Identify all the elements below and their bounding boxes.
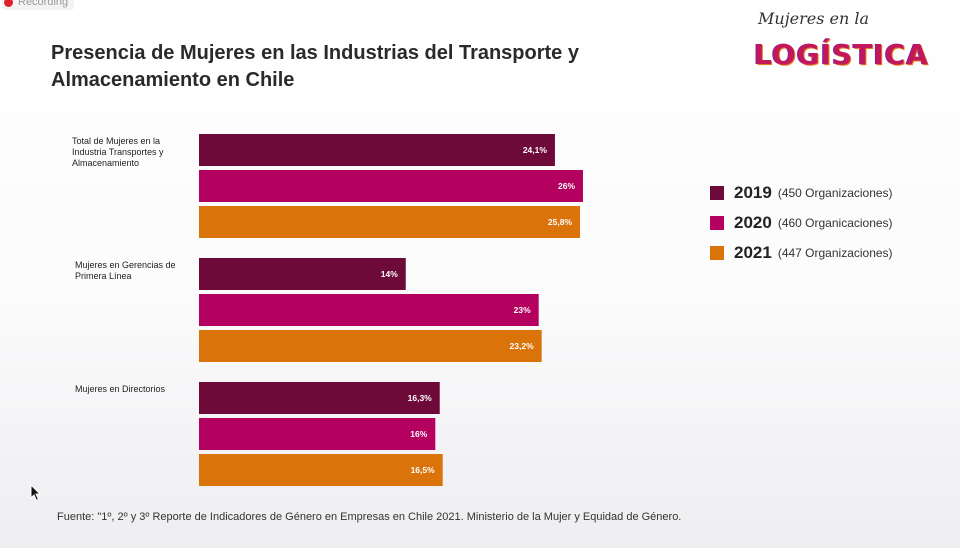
mouse-cursor-icon	[30, 484, 42, 502]
category-label: Mujeres en Gerencias de Primera Línea	[75, 260, 176, 281]
bar-2019	[199, 382, 440, 414]
bar-value-label: 23,2%	[510, 341, 535, 351]
bar-2020	[199, 170, 583, 202]
recording-label: Recording	[18, 0, 69, 8]
legend-note: (450 Organizaciones)	[777, 186, 893, 200]
category-label: Total de Mujeres en la Industria Transpor…	[72, 136, 164, 168]
legend-swatch	[710, 216, 724, 230]
legend-swatch	[710, 186, 724, 200]
bar-value-label: 26%	[558, 181, 575, 191]
bar-value-label: 16%	[410, 429, 427, 439]
bar-value-label: 14%	[381, 269, 398, 279]
legend-item-2020: 2020 (460 Organicaciones)	[710, 208, 893, 238]
legend-swatch	[710, 246, 724, 260]
logo: Mujeres en la LOGÍSTICA	[752, 6, 928, 76]
bar-2019	[199, 258, 406, 290]
legend-item-2021: 2021 (447 Organizaciones)	[710, 238, 893, 268]
legend-year: 2021	[734, 243, 772, 262]
bar-2021	[199, 454, 443, 486]
bar-2021	[199, 330, 542, 362]
bar-2020	[199, 294, 539, 326]
chart-title: Presencia de Mujeres en las Industrias d…	[51, 42, 579, 91]
legend-note: (447 Organizaciones)	[777, 246, 893, 260]
bar-2019	[199, 134, 555, 166]
category-label: Mujeres en Directorios	[75, 384, 166, 394]
bar-value-label: 16,5%	[411, 465, 436, 475]
bar-value-label: 23%	[514, 305, 531, 315]
legend-note: (460 Organicaciones)	[777, 216, 893, 230]
bar-value-label: 24,1%	[523, 145, 548, 155]
legend-item-2019: 2019 (450 Organizaciones)	[710, 178, 893, 208]
legend-year: 2020	[734, 213, 772, 232]
legend-year: 2019	[734, 183, 772, 202]
legend: 2019 (450 Organizaciones) 2020 (460 Orga…	[710, 178, 893, 268]
recording-indicator: Recording	[2, 0, 75, 10]
logo-wordmark: LOGÍSTICA	[754, 38, 929, 71]
record-dot-icon	[4, 0, 13, 7]
bar-2020	[199, 418, 436, 450]
logo-tagline: Mujeres en la	[758, 9, 870, 28]
bar-2021	[199, 206, 581, 238]
source-note: Fuente: "1º, 2º y 3º Reporte de Indicado…	[57, 511, 682, 523]
bar-value-label: 25,8%	[548, 217, 573, 227]
bar-value-label: 16,3%	[408, 393, 433, 403]
